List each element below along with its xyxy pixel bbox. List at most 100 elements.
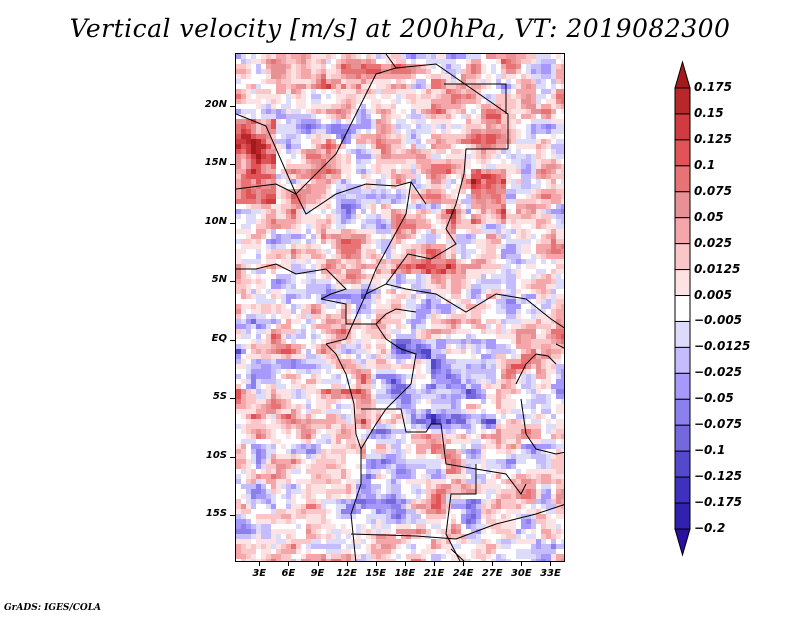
colorbar-swatch xyxy=(674,191,691,219)
lon-tick-label: 9E xyxy=(310,568,325,579)
border-line xyxy=(361,408,477,470)
lon-tick-mark xyxy=(492,562,494,566)
lat-tick-mark xyxy=(230,398,235,400)
colorbar-swatch xyxy=(674,217,691,245)
colorbar-label: −0.125 xyxy=(694,469,743,484)
lat-tick-mark xyxy=(230,105,235,107)
colorbar-label: 0.05 xyxy=(694,209,724,224)
velocity-field xyxy=(236,54,564,561)
border-line xyxy=(385,148,508,285)
colorbar-label: −0.025 xyxy=(694,365,743,380)
border-line xyxy=(325,181,412,345)
colorbar-swatch xyxy=(674,320,691,348)
colorbar-label: −0.175 xyxy=(694,495,743,510)
colorbar-swatch xyxy=(674,372,691,400)
border-line xyxy=(555,343,564,349)
border-line xyxy=(325,343,362,561)
colorbar-max-arrow xyxy=(674,60,691,89)
colorbar-swatch xyxy=(674,424,691,452)
border-line xyxy=(444,83,507,114)
colorbar-label: −0.0125 xyxy=(694,339,751,354)
colorbar-label: −0.075 xyxy=(694,417,743,432)
lon-tick-label: 27E xyxy=(481,568,503,579)
colorbar-graphic xyxy=(674,60,691,557)
border-line xyxy=(475,468,527,495)
lat-tick-label: 15N xyxy=(204,157,227,169)
border-line xyxy=(445,464,477,561)
colorbar-swatch xyxy=(674,476,691,504)
colorbar-label: −0.05 xyxy=(694,391,734,406)
colorbar-label: 0.125 xyxy=(694,131,732,146)
lon-tick-mark xyxy=(375,562,377,566)
lon-tick-mark xyxy=(404,562,406,566)
colorbar-label: −0.2 xyxy=(694,521,726,535)
colorbar-label: 0.1 xyxy=(694,157,716,172)
colorbar-swatch xyxy=(674,295,691,322)
lat-tick-mark xyxy=(230,222,235,224)
colorbar-swatch xyxy=(674,269,691,297)
lat-tick-mark xyxy=(230,339,235,341)
border-line xyxy=(515,353,557,385)
country-borders xyxy=(236,54,564,561)
colorbar-label: 0.025 xyxy=(694,235,732,250)
colorbar-label: 0.15 xyxy=(694,105,724,120)
colorbar-swatch xyxy=(674,346,691,374)
lon-tick-mark xyxy=(346,562,348,566)
lat-tick-mark xyxy=(230,456,235,458)
colorbar-swatch xyxy=(674,113,691,141)
lat-tick-mark xyxy=(230,164,235,166)
lon-tick-label: 15E xyxy=(365,568,387,579)
lon-tick-label: 18E xyxy=(394,568,416,579)
chart-title: Vertical velocity [m/s] at 200hPa, VT: 2… xyxy=(69,14,731,43)
colorbar-label: 0.0125 xyxy=(694,261,741,276)
border-line xyxy=(350,504,564,540)
lat-tick-label: 5N xyxy=(211,274,227,286)
border-line xyxy=(320,268,347,300)
lon-tick-label: 3E xyxy=(252,568,267,579)
border-line xyxy=(395,63,509,149)
lon-tick-label: 21E xyxy=(423,568,445,579)
lon-tick-mark xyxy=(550,562,552,566)
border-line xyxy=(450,548,465,561)
lon-tick-mark xyxy=(288,562,290,566)
lon-tick-mark xyxy=(463,562,465,566)
border-line xyxy=(365,283,564,329)
lon-tick-mark xyxy=(433,562,435,566)
colorbar-swatch xyxy=(674,139,691,167)
lon-tick-mark xyxy=(317,562,319,566)
lon-tick-mark xyxy=(259,562,261,566)
border-line xyxy=(236,181,427,215)
colorbar-min-arrow xyxy=(674,528,691,557)
lon-tick-label: 12E xyxy=(336,568,357,579)
lon-tick-label: 24E xyxy=(452,568,474,579)
colorbar-label: −0.005 xyxy=(694,313,743,328)
lat-tick-mark xyxy=(230,515,235,517)
velocity-shading xyxy=(236,54,564,561)
grads-credit: GrADS: IGES/COLA xyxy=(4,603,102,613)
border-line xyxy=(360,323,417,450)
lat-tick-label: 10S xyxy=(205,449,227,461)
colorbar-label: −0.1 xyxy=(694,443,726,458)
lat-tick-label: 10N xyxy=(204,215,227,227)
colorbar-swatch xyxy=(674,87,691,115)
lat-tick-mark xyxy=(230,281,235,283)
lat-tick-label: 20N xyxy=(204,98,227,110)
lon-tick-label: 33E xyxy=(540,568,561,579)
colorbar-label: 0.005 xyxy=(694,287,732,302)
lat-tick-label: 15S xyxy=(205,508,227,520)
lon-tick-label: 6E xyxy=(281,568,296,579)
lat-tick-label: 5S xyxy=(212,391,227,403)
lon-tick-label: 30E xyxy=(510,568,532,579)
colorbar-swatch xyxy=(674,398,691,426)
colorbar-label: 0.075 xyxy=(694,183,732,198)
map-plot-area xyxy=(235,53,565,562)
lat-tick-label: EQ xyxy=(211,332,227,344)
colorbar-swatch xyxy=(674,243,691,271)
colorbar-swatch xyxy=(674,502,691,530)
colorbar-swatch xyxy=(674,450,691,478)
border-line xyxy=(520,398,564,455)
colorbar-label: 0.175 xyxy=(694,80,732,94)
border-line xyxy=(236,263,327,275)
lon-tick-mark xyxy=(521,562,523,566)
colorbar-swatch xyxy=(674,165,691,193)
